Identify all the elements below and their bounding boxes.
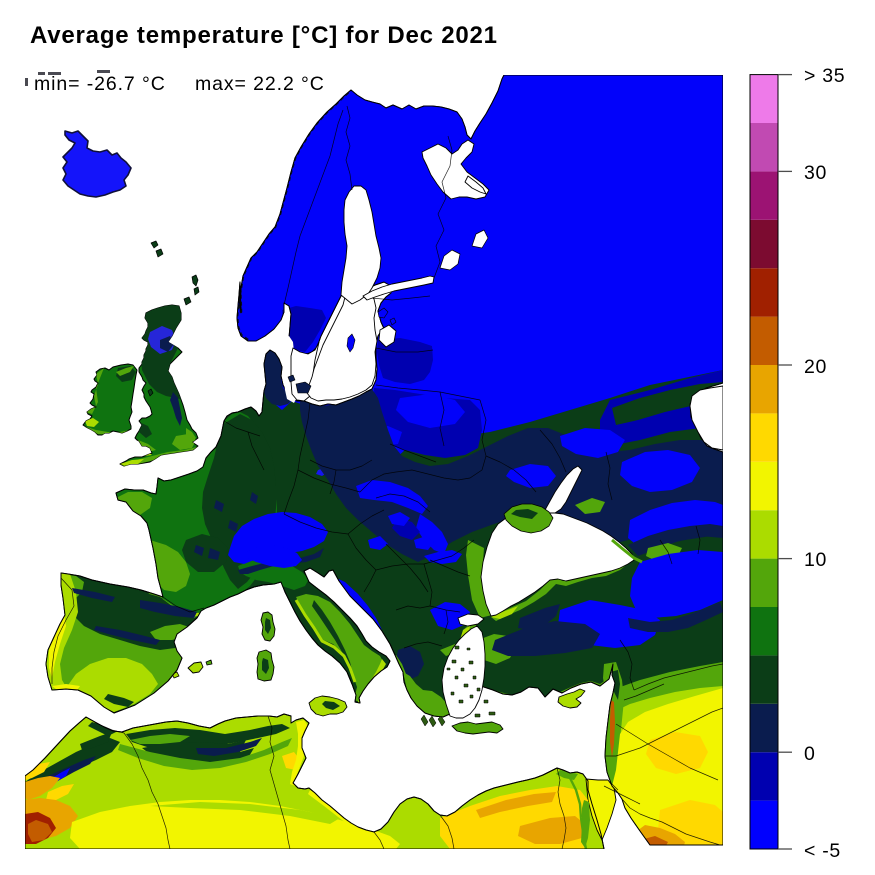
svg-text:< -5: < -5	[804, 840, 841, 862]
svg-text:Average temperature [°C] for D: Average temperature [°C] for Dec 2021	[30, 22, 498, 49]
svg-text:0: 0	[804, 743, 816, 765]
svg-text:10: 10	[804, 549, 827, 571]
svg-text:min= -26.7 °C: min= -26.7 °C	[34, 73, 166, 95]
svg-text:> 35: > 35	[804, 65, 845, 87]
svg-text:20: 20	[804, 356, 827, 378]
svg-text:max= 22.2 °C: max= 22.2 °C	[195, 73, 325, 95]
svg-text:30: 30	[804, 162, 827, 184]
